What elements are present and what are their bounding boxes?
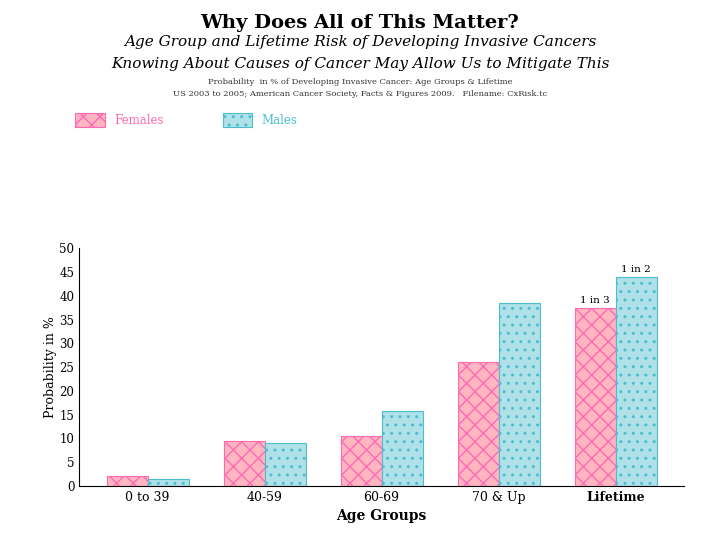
- Bar: [148, 479, 189, 486]
- Bar: [498, 303, 539, 486]
- Text: 1 in 3: 1 in 3: [580, 296, 610, 305]
- Bar: [341, 436, 382, 486]
- Bar: [265, 443, 305, 486]
- Text: Knowing About Causes of Cancer May Allow Us to Mitigate This: Knowing About Causes of Cancer May Allow…: [111, 57, 609, 71]
- Bar: [382, 411, 423, 486]
- Bar: [575, 308, 616, 486]
- Bar: [224, 441, 265, 486]
- Bar: [616, 277, 657, 486]
- Legend: Females, Males: Females, Males: [71, 109, 302, 132]
- Text: US 2003 to 2005; American Cancer Society, Facts & Figures 2009.   Filename: CxRi: US 2003 to 2005; American Cancer Society…: [173, 90, 547, 98]
- Text: Why Does All of This Matter?: Why Does All of This Matter?: [201, 14, 519, 31]
- Bar: [458, 362, 498, 486]
- Y-axis label: Probability in %: Probability in %: [44, 316, 57, 418]
- Text: 1 in 2: 1 in 2: [621, 265, 651, 274]
- Bar: [107, 476, 148, 486]
- Text: Probability  in % of Developing Invasive Cancer: Age Groups & Lifetime: Probability in % of Developing Invasive …: [208, 78, 512, 86]
- Text: Age Group and Lifetime Risk of Developing Invasive Cancers: Age Group and Lifetime Risk of Developin…: [124, 35, 596, 49]
- X-axis label: Age Groups: Age Groups: [336, 509, 427, 523]
